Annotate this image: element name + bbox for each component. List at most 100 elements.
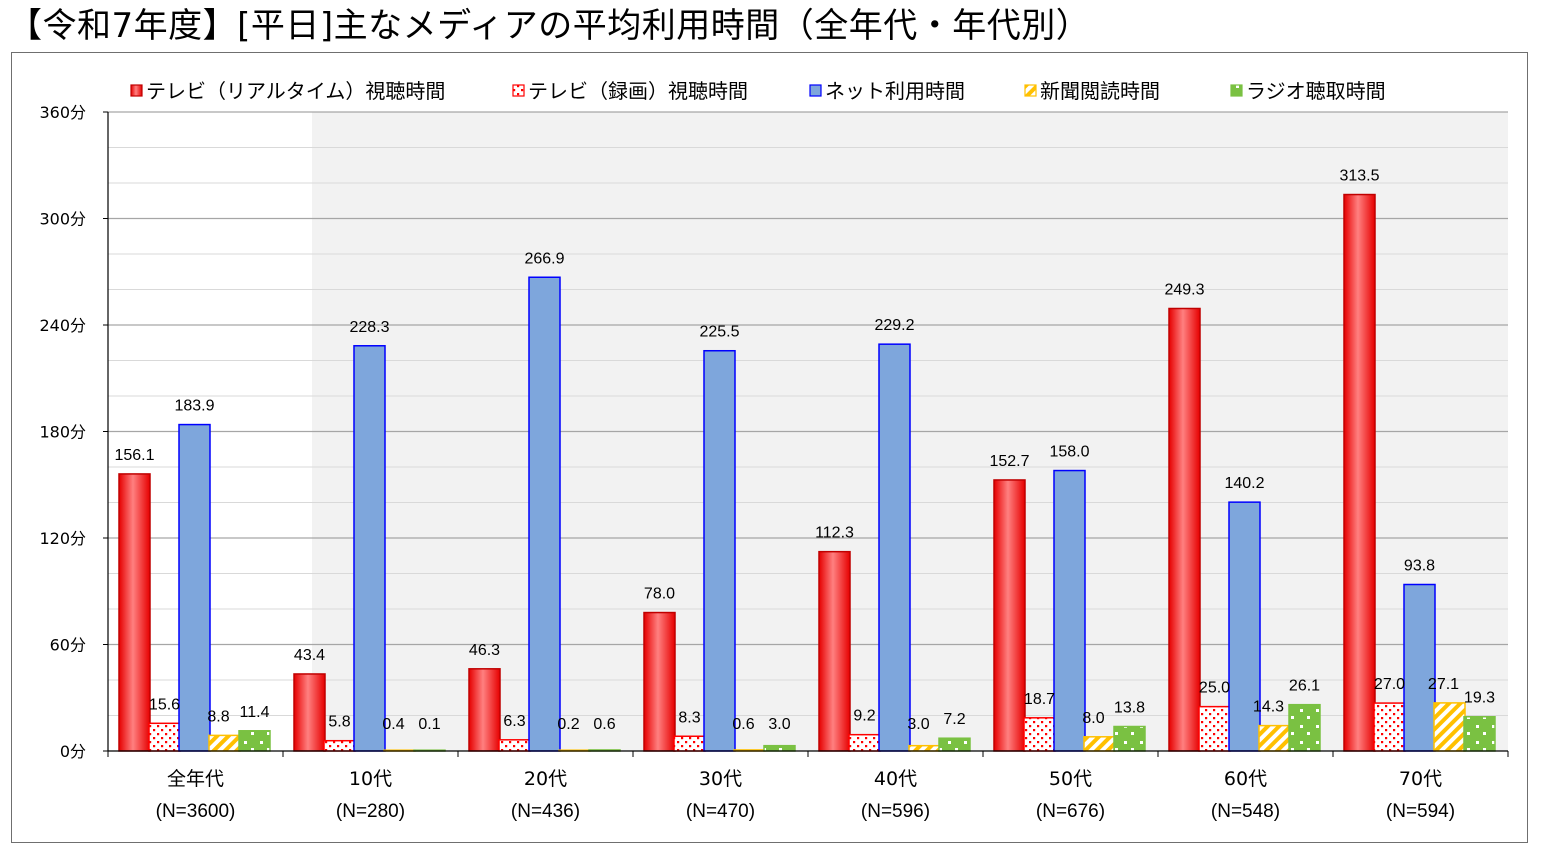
bar: [1373, 702, 1406, 752]
data-label: 3.0: [907, 716, 929, 733]
data-label: 26.1: [1289, 678, 1320, 695]
data-label: 8.8: [207, 708, 229, 725]
x-category-label: 60代: [1224, 768, 1267, 790]
data-label: 15.6: [149, 696, 180, 713]
bar: [178, 423, 211, 752]
bar: [353, 345, 386, 752]
x-sample-size-label: (N=280): [336, 801, 405, 822]
data-label: 140.2: [1224, 475, 1264, 492]
x-category-label: 50代: [1049, 768, 1092, 790]
x-category-label: 30代: [699, 768, 742, 790]
x-category-label: 20代: [524, 768, 567, 790]
bar: [528, 276, 561, 752]
data-label: 13.8: [1114, 700, 1145, 717]
x-sample-size-label: (N=596): [861, 801, 930, 822]
y-tick-label: 300分: [39, 210, 86, 229]
data-label: 11.4: [240, 704, 270, 721]
data-label: 3.0: [768, 716, 790, 733]
bar: [1168, 307, 1201, 752]
data-label: 43.4: [294, 647, 325, 664]
data-label: 152.7: [989, 453, 1029, 470]
bar: [1228, 501, 1261, 752]
y-tick-label: 180分: [39, 423, 86, 442]
y-tick-label: 120分: [39, 529, 86, 548]
data-label: 249.3: [1164, 281, 1204, 298]
data-label: 25.0: [1199, 680, 1230, 697]
data-label: 0.1: [418, 716, 440, 733]
data-label: 112.3: [815, 525, 854, 542]
bar: [1023, 717, 1056, 752]
data-label: 0.6: [593, 716, 615, 733]
legend-label: ネット利用時間: [825, 79, 965, 103]
y-tick-label: 60分: [50, 636, 86, 655]
bar: [673, 735, 706, 752]
data-label: 19.3: [1464, 690, 1495, 707]
data-label: 0.6: [732, 716, 754, 733]
data-label: 8.0: [1082, 710, 1104, 727]
data-label: 225.5: [699, 324, 739, 341]
data-label: 27.0: [1374, 676, 1405, 693]
data-label: 8.3: [678, 709, 700, 726]
data-label: 6.3: [503, 713, 525, 730]
bar: [763, 744, 796, 752]
legend-swatch: [130, 84, 143, 97]
bar: [1288, 703, 1321, 752]
data-label: 7.2: [943, 711, 965, 728]
data-labels: 156.1 43.4 46.3 78.0 112.3 152.7 249.3 313.5 15.…: [114, 168, 1495, 733]
x-sample-size-label: (N=436): [511, 801, 580, 822]
data-label: 229.2: [874, 317, 914, 334]
bar: [323, 739, 356, 752]
data-label: 46.3: [469, 642, 500, 659]
bar: [1083, 736, 1116, 752]
data-label: 93.8: [1404, 558, 1435, 575]
bar: [993, 479, 1026, 752]
legend: テレビ（リアルタイム）視聴時間 テレビ（録画）視聴時間 ネット利用時間 新聞閲読時間 ラ…: [130, 79, 1386, 103]
x-sample-size-label: (N=594): [1386, 801, 1455, 822]
bar: [1113, 725, 1146, 752]
bar: [1053, 469, 1086, 752]
x-sample-size-label: (N=548): [1211, 801, 1280, 822]
data-label: 14.3: [1253, 699, 1284, 716]
legend-label: ラジオ聴取時間: [1246, 79, 1386, 103]
y-tick-label: 360分: [39, 103, 86, 122]
bars: [118, 193, 1496, 752]
data-label: 0.2: [557, 716, 579, 733]
legend-label: 新聞閲読時間: [1040, 79, 1160, 103]
chart-title: 【令和7年度】[平日]主なメディアの平均利用時間（全年代・年代別）: [8, 6, 1091, 46]
legend-swatch: [809, 84, 822, 97]
legend-label: テレビ（リアルタイム）視聴時間: [146, 79, 445, 103]
data-label: 27.1: [1428, 676, 1459, 693]
data-label: 9.2: [853, 708, 875, 725]
bar: [938, 737, 971, 752]
data-label: 228.3: [349, 319, 389, 336]
bar: [848, 733, 881, 752]
x-category-label: 40代: [874, 768, 917, 790]
legend-swatch: [1230, 84, 1243, 97]
bar: [1433, 702, 1466, 752]
bar: [1198, 705, 1231, 752]
x-category-label: 10代: [349, 768, 392, 790]
bar: [1463, 715, 1496, 752]
data-label: 5.8: [328, 714, 350, 731]
y-tick-label: 0分: [60, 742, 86, 761]
y-tick-label: 240分: [39, 316, 86, 335]
bar: [1343, 193, 1376, 752]
gridlines: [108, 111, 1508, 716]
legend-swatch: [512, 84, 525, 97]
bar: [878, 343, 911, 752]
bar: [293, 673, 326, 752]
bar: [498, 739, 531, 752]
bar: [468, 668, 501, 752]
data-label: 183.9: [174, 398, 214, 415]
bar: [1258, 724, 1291, 752]
bar: [908, 744, 941, 752]
data-label: 158.0: [1049, 444, 1089, 461]
x-sample-size-label: (N=470): [686, 801, 755, 822]
bar: [148, 722, 181, 752]
x-category-label: 全年代: [167, 768, 224, 790]
data-label: 266.9: [524, 250, 564, 267]
bar: [1403, 583, 1436, 752]
bar: [703, 349, 736, 752]
x-category-label: 70代: [1399, 768, 1442, 790]
